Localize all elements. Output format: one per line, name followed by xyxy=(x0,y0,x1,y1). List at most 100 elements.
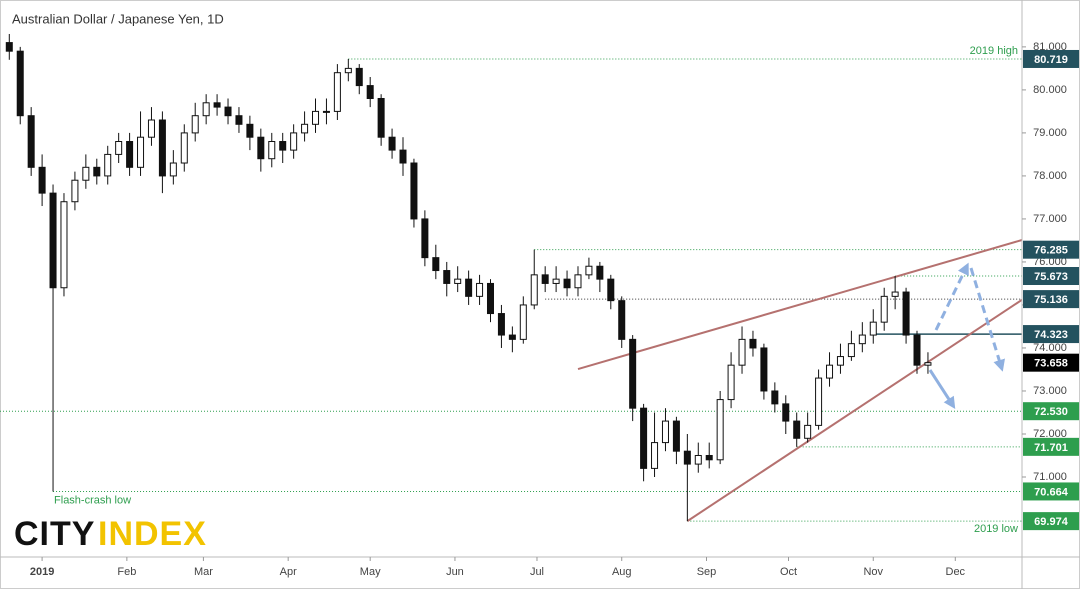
candle-body xyxy=(213,102,221,108)
candle-body xyxy=(902,291,910,336)
candle-body xyxy=(508,334,516,340)
level-label: 72.530 xyxy=(1034,406,1068,418)
candle-body xyxy=(465,278,473,297)
candle-body xyxy=(377,97,385,138)
candle-body xyxy=(137,136,145,168)
candle-body xyxy=(618,300,626,340)
level-label: 73.658 xyxy=(1034,358,1068,370)
candle-body xyxy=(60,201,68,289)
trendline xyxy=(686,298,1023,522)
arrow xyxy=(928,369,956,410)
candle-body xyxy=(727,364,735,401)
x-tick-label: Dec xyxy=(946,566,966,578)
candle-body xyxy=(344,67,352,74)
x-tick-label: Feb xyxy=(117,566,136,578)
candle-body xyxy=(246,123,254,138)
x-tick-label: Jun xyxy=(446,566,464,578)
candle-body xyxy=(552,278,560,284)
y-tick-label: 77.000 xyxy=(1033,213,1067,225)
candle-body xyxy=(366,85,374,99)
candle-body xyxy=(541,274,549,284)
candle-body xyxy=(486,282,495,315)
candle-body xyxy=(815,377,823,426)
candle-body xyxy=(158,119,166,177)
candle-body xyxy=(880,295,888,323)
candle-body xyxy=(290,132,298,151)
level-label: 71.701 xyxy=(1034,442,1068,454)
x-tick-label: Jul xyxy=(530,566,544,578)
level-box xyxy=(1023,49,1079,68)
candle-body xyxy=(180,132,188,164)
level-box xyxy=(1023,267,1079,286)
y-tick-label: 81.000 xyxy=(1033,41,1067,53)
candle-body xyxy=(924,362,932,366)
level-label: 75.136 xyxy=(1034,294,1068,306)
y-tick-label: 72.000 xyxy=(1033,428,1067,440)
x-tick-label: Aug xyxy=(612,566,632,578)
level-box xyxy=(1023,325,1079,344)
candle-body xyxy=(913,334,921,366)
candle-body xyxy=(268,141,276,160)
level-box xyxy=(1023,240,1079,259)
candle-body xyxy=(355,67,363,87)
level-box xyxy=(1023,353,1079,372)
logo-city: CITY xyxy=(14,515,95,553)
candle-body xyxy=(169,162,177,177)
candle-body xyxy=(224,106,232,117)
candle-body xyxy=(749,338,757,349)
level-box xyxy=(1023,482,1079,501)
candle-body xyxy=(738,338,746,366)
levels: 2019 high Flash-crash low 2019 low xyxy=(0,45,1022,535)
candle-body xyxy=(826,364,834,379)
candle-body xyxy=(301,123,309,134)
candle-body xyxy=(104,153,112,177)
candle-body xyxy=(476,282,484,297)
candle-body xyxy=(530,274,538,306)
candle-body xyxy=(563,278,571,289)
candle-body xyxy=(858,334,866,345)
candle-body xyxy=(585,265,593,276)
candle-body xyxy=(202,102,210,117)
level-label: 69.974 xyxy=(1034,516,1069,528)
candle-body xyxy=(651,442,659,469)
y-tick-label: 71.000 xyxy=(1033,471,1067,483)
candle-body xyxy=(126,141,134,168)
candle-body xyxy=(607,278,615,302)
level-box xyxy=(1023,402,1079,421)
candle-body xyxy=(793,420,801,439)
level-box xyxy=(1023,512,1079,531)
candle-body xyxy=(683,450,691,465)
level-box xyxy=(1023,290,1079,309)
candle-body xyxy=(782,403,790,422)
candle-body xyxy=(847,343,855,358)
candle-body xyxy=(661,420,669,444)
candle-body xyxy=(388,136,396,151)
y-tick-label: 73.000 xyxy=(1033,385,1067,397)
level-box xyxy=(1023,437,1079,456)
y-tick-label: 79.000 xyxy=(1033,127,1067,139)
candle-body xyxy=(147,119,155,138)
y-tick-label: 80.000 xyxy=(1033,84,1067,96)
candle-body xyxy=(716,399,724,461)
candle-body xyxy=(771,390,779,405)
candle-body xyxy=(421,218,429,259)
candle-body xyxy=(891,291,899,297)
candle-body xyxy=(16,50,24,117)
x-tick-label: Oct xyxy=(780,566,797,578)
trendlines xyxy=(577,239,1023,522)
candle-body xyxy=(38,166,46,194)
level-label: 74.323 xyxy=(1034,329,1068,341)
candle-body xyxy=(93,166,101,177)
candle-body xyxy=(705,454,713,461)
candle-body xyxy=(115,141,123,155)
candle-body xyxy=(454,278,462,284)
candle-body xyxy=(694,454,702,465)
candle-body xyxy=(596,265,604,280)
level-label: 80.719 xyxy=(1034,54,1068,66)
y-tick-label: 76.000 xyxy=(1033,256,1067,268)
candle-body xyxy=(333,72,341,112)
candle-body xyxy=(629,338,637,409)
x-tick-label: May xyxy=(360,566,381,578)
trendline xyxy=(577,239,1023,370)
